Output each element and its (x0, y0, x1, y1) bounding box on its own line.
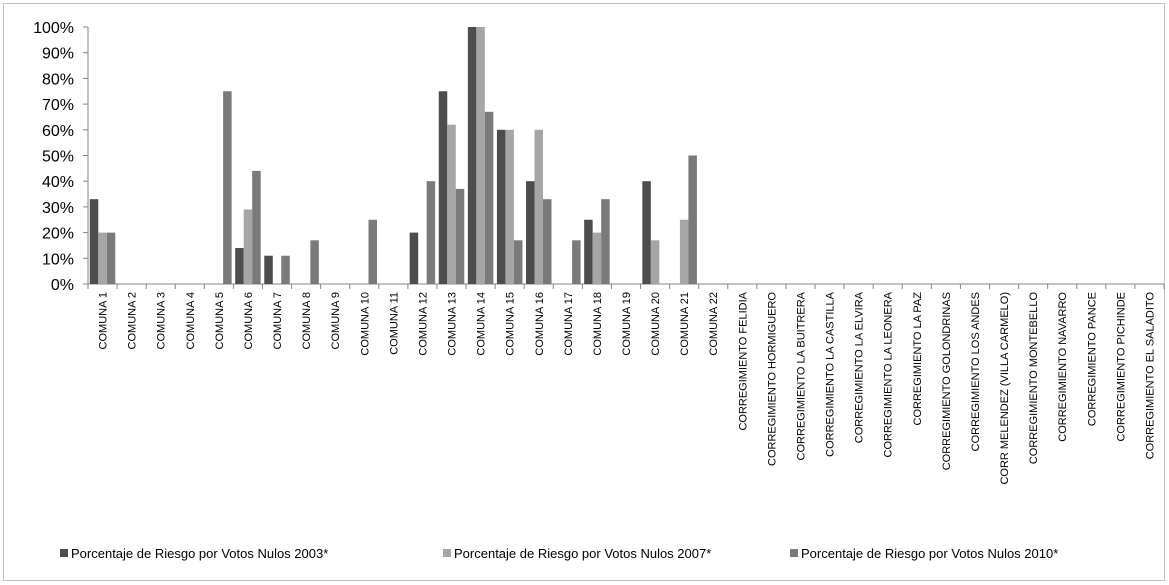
x-tick-label: CORREGIMIENTO GOLONDRINAS (941, 292, 953, 470)
bar-3-17 (572, 240, 581, 284)
x-tick-label: CORREGIMIENTO HORMIGUERO (766, 292, 778, 466)
bar-1-18 (584, 219, 593, 284)
y-tick-label: 0% (51, 277, 74, 294)
bar-1-20 (642, 181, 651, 284)
x-tick-label: COMUNA 11 (388, 292, 400, 355)
y-tick-label: 40% (42, 174, 74, 191)
x-tick-label: CORREGIMIENTO FELIDIA (737, 291, 749, 430)
legend-swatch (790, 549, 798, 557)
x-tick-label: COMUNA 13 (447, 292, 459, 356)
x-tick-label: COMUNA 18 (592, 292, 604, 356)
x-tick-label: CORREGIMIENTO LA PAZ (912, 292, 924, 426)
bar-3-8 (310, 240, 319, 284)
chart-frame (3, 3, 1165, 581)
y-tick-label: 30% (42, 200, 74, 217)
bar-3-5 (223, 91, 232, 284)
x-tick-label: COMUNA 12 (417, 292, 429, 356)
bar-1-13 (438, 91, 448, 284)
bars (89, 27, 697, 284)
x-tick-label: COMUNA 3 (156, 292, 168, 349)
bar-2-20 (650, 240, 660, 284)
legend-swatch (60, 549, 68, 557)
x-axis: COMUNA 1 COMUNA 2 COMUNA 3 COMUNA 4 COMUNA 5… (87, 283, 1165, 485)
bar-3-6 (252, 170, 261, 284)
bar-1-15 (496, 129, 506, 284)
bar-3-10 (368, 219, 378, 284)
x-tick-label: CORR MELENDEZ (VILLA CARMELO) (999, 292, 1011, 485)
x-tick-label: COMUNA 20 (650, 292, 662, 356)
y-tick-label: 80% (42, 71, 74, 88)
x-tick-label: COMUNA 8 (301, 292, 313, 349)
bar-2-16 (534, 129, 544, 284)
y-tick-label: 90% (42, 46, 74, 63)
x-tick-label: COMUNA 14 (476, 292, 488, 356)
x-tick-label: CORREGIMIENTO LA CASTILLA (825, 291, 837, 457)
legend-label: Porcentaje de Riesgo por Votos Nulos 200… (71, 546, 328, 561)
x-tick-label: CORREGIMIENTO LOS ANDES (970, 292, 982, 451)
x-tick-label: COMUNA 4 (185, 292, 197, 349)
bar-3-12 (426, 181, 436, 284)
x-tick-label: COMUNA 16 (534, 292, 546, 356)
x-tick-label: COMUNA 19 (621, 292, 633, 356)
legend-label: Porcentaje de Riesgo por Votos Nulos 201… (801, 546, 1058, 561)
bar-1-1 (89, 199, 99, 284)
bar-2-14 (476, 27, 485, 284)
y-tick-label: 60% (42, 123, 74, 140)
x-tick-label: COMUNA 21 (679, 292, 691, 356)
x-tick-label: COMUNA 9 (330, 292, 342, 349)
x-tick-label: CORREGIMIENTO EL SALADITO (1144, 292, 1156, 460)
y-tick-label: 50% (42, 149, 74, 166)
bar-3-1 (106, 232, 116, 284)
bar-2-21 (679, 219, 689, 284)
x-tick-label: COMUNA 17 (563, 292, 575, 356)
bar-3-15 (513, 240, 523, 284)
y-tick-label: 10% (42, 251, 74, 268)
x-tick-label: COMUNA 5 (214, 292, 226, 349)
bar-2-18 (592, 232, 602, 284)
bar-3-21 (688, 155, 697, 284)
bar-2-13 (447, 124, 456, 284)
y-tick-label: 70% (42, 97, 74, 114)
bar-3-18 (601, 199, 610, 284)
x-tick-label: COMUNA 2 (127, 292, 139, 349)
x-tick-label: COMUNA 15 (505, 292, 517, 356)
bar-2-15 (505, 129, 514, 284)
bar-3-14 (484, 111, 494, 284)
legend-label: Porcentaje de Riesgo por Votos Nulos 200… (454, 546, 711, 561)
y-tick-label: 100% (33, 20, 74, 37)
legend-swatch (443, 549, 451, 557)
bar-2-1 (98, 232, 107, 284)
x-tick-label: CORREGIMIENTO LA BUITRERA (795, 291, 807, 460)
x-tick-label: CORREGIMIENTO LA ELVIRA (854, 291, 866, 443)
x-tick-label: COMUNA 6 (243, 292, 255, 349)
x-tick-label: COMUNA 7 (272, 292, 284, 349)
bar-3-13 (455, 188, 465, 284)
x-tick-label: CORREGIMIENTO MONTEBELLO (1028, 292, 1040, 465)
x-tick-label: CORREGIMIENTO NAVARRO (1057, 292, 1069, 442)
bar-1-7 (264, 255, 273, 284)
x-tick-label: COMUNA 10 (359, 292, 371, 356)
bar-1-12 (409, 232, 419, 284)
y-axis: 0% 10% 20% 30% 40% 50% 60% 70% 80% 90% 100% (33, 20, 89, 294)
bar-3-16 (543, 199, 552, 284)
bar-1-14 (467, 27, 477, 284)
bar-3-7 (281, 255, 290, 284)
x-tick-label: CORREGIMIENTO LA LEONERA (883, 291, 895, 457)
bar-2-6 (243, 209, 253, 284)
bar-1-16 (526, 181, 535, 284)
y-tick-label: 20% (42, 226, 74, 243)
x-tick-label: COMUNA 1 (98, 292, 110, 349)
x-tick-label: CORREGIMIENTO PICHINDE (1115, 292, 1127, 442)
x-tick-label: CORREGIMIENTO PANCE (1086, 292, 1098, 426)
x-tick-label: COMUNA 22 (708, 292, 720, 356)
bar-1-6 (235, 248, 244, 284)
legend: Porcentaje de Riesgo por Votos Nulos 200… (60, 546, 1058, 561)
